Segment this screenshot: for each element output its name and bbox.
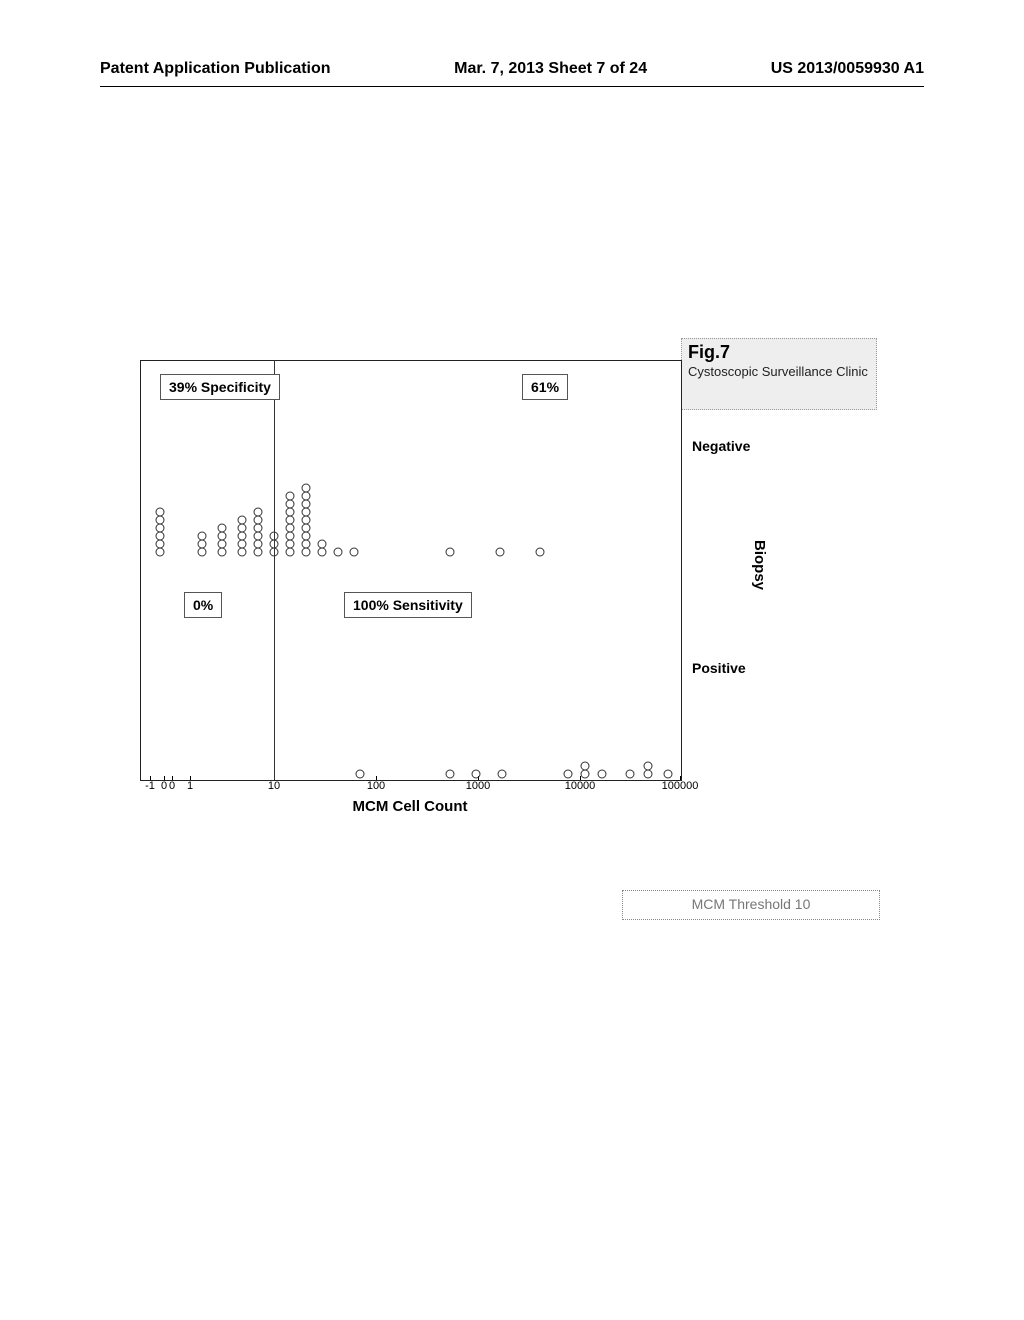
data-point <box>302 548 311 557</box>
sensitivity-left-box: 0% <box>184 592 222 618</box>
sensitivity-right-box: 100% Sensitivity <box>344 592 472 618</box>
data-point <box>254 548 263 557</box>
tick-label: 1000 <box>466 780 490 792</box>
tick-label: 100000 <box>662 780 699 792</box>
y-axis-label: Biopsy <box>751 540 768 590</box>
figure-number: Fig.7 <box>688 341 870 364</box>
data-point <box>198 548 207 557</box>
figure-7-chart: Fig.7 Cystoscopic Surveillance Clinic 39… <box>140 360 880 820</box>
data-point <box>626 770 635 779</box>
specificity-right-box: 61% <box>522 374 568 400</box>
data-point <box>664 770 673 779</box>
tick-label: 10000 <box>565 780 596 792</box>
data-point <box>581 770 590 779</box>
data-point <box>334 548 343 557</box>
tick-label: 0 <box>161 780 167 792</box>
data-point <box>350 548 359 557</box>
data-point <box>536 548 545 557</box>
figure-title-box: Fig.7 Cystoscopic Surveillance Clinic <box>681 338 877 410</box>
data-point <box>446 548 455 557</box>
data-point <box>356 770 365 779</box>
tick-label: -1 <box>145 780 155 792</box>
header-center: Mar. 7, 2013 Sheet 7 of 24 <box>454 60 647 78</box>
data-point <box>472 770 481 779</box>
label-negative: Negative <box>692 438 750 454</box>
threshold-legend-box: MCM Threshold 10 <box>622 890 880 920</box>
threshold-line-bottom <box>274 560 275 780</box>
data-point <box>156 548 165 557</box>
data-point <box>238 548 247 557</box>
specificity-left-box: 39% Specificity <box>160 374 280 400</box>
page-header: Patent Application Publication Mar. 7, 2… <box>0 60 1024 78</box>
header-left: Patent Application Publication <box>100 60 331 78</box>
patent-page: Patent Application Publication Mar. 7, 2… <box>0 0 1024 1320</box>
data-point <box>218 548 227 557</box>
data-point <box>598 770 607 779</box>
x-axis-label: MCM Cell Count <box>140 798 680 815</box>
data-point <box>318 548 327 557</box>
figure-subtitle: Cystoscopic Surveillance Clinic <box>688 364 868 379</box>
tick-label: 10 <box>268 780 280 792</box>
header-right: US 2013/0059930 A1 <box>771 60 924 78</box>
tick-label: 1 <box>187 780 193 792</box>
tick-label: 100 <box>367 780 385 792</box>
data-point <box>446 770 455 779</box>
tick-label: 0 <box>169 780 175 792</box>
data-point <box>564 770 573 779</box>
header-rule <box>100 86 924 87</box>
label-positive: Positive <box>692 660 746 676</box>
data-point <box>644 770 653 779</box>
data-point <box>496 548 505 557</box>
data-point <box>498 770 507 779</box>
data-point <box>286 548 295 557</box>
